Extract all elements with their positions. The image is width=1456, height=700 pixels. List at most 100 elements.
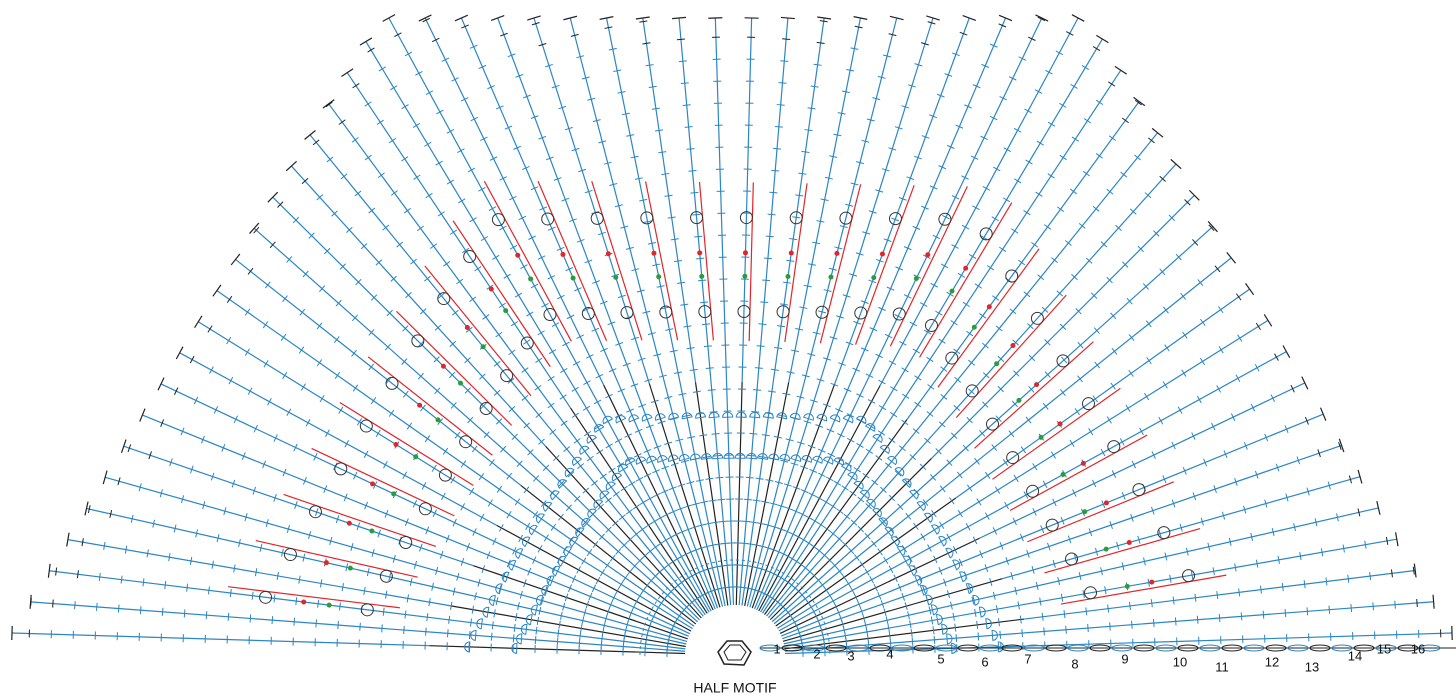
stitch-tick [213, 406, 219, 414]
stitch-tick [460, 97, 469, 102]
stitch-tick [603, 161, 612, 165]
stitch-tick [1059, 102, 1067, 108]
shell-stitch [470, 629, 477, 641]
stitch-tick [981, 63, 990, 68]
stitch-tick [801, 374, 810, 378]
stitch-tick [974, 457, 980, 465]
stitch-line-inner [694, 382, 729, 606]
stitch-tick [1004, 501, 1009, 510]
stitch-tick [582, 487, 590, 494]
green-dot [1082, 509, 1088, 515]
stitch-tick [499, 32, 508, 37]
stitch-tick [860, 300, 869, 304]
stitch-tick [495, 418, 503, 425]
end-cross [853, 16, 868, 20]
stitch-tick [1348, 475, 1353, 484]
stitch-tick [415, 70, 423, 76]
stitch-line-outer [253, 227, 530, 473]
stitch-tick [581, 616, 585, 625]
stitch-tick [682, 414, 691, 418]
stitch-line-inner [782, 564, 996, 640]
stitch-tick [592, 280, 600, 284]
row-number: 16 [1411, 641, 1425, 656]
stitch-tick [535, 357, 543, 363]
stitch-tick [664, 194, 673, 197]
stitch-tick [565, 267, 574, 272]
chain-stitch [1133, 644, 1155, 652]
stitch-tick [556, 246, 565, 251]
stitch-tick [430, 243, 438, 249]
stitch-tick [582, 307, 591, 312]
stitch-tick [982, 372, 990, 379]
stitch-tick [1364, 540, 1367, 549]
stitch-tick [1325, 577, 1328, 586]
stitch-tick [1050, 451, 1056, 459]
stitch-tick [986, 265, 995, 271]
stitch-tick [207, 325, 213, 333]
stitch-tick [1017, 601, 1020, 610]
stitch-tick [1314, 518, 1318, 527]
stitch-tick [1061, 356, 1068, 364]
bobble [520, 336, 534, 350]
end-cross [175, 346, 184, 360]
stitch-tick [576, 566, 581, 574]
red-arrow [889, 186, 968, 347]
shell-stitch [951, 642, 958, 654]
stitch-tick [605, 393, 613, 399]
red-dot [515, 252, 521, 258]
stitch-tick [836, 567, 843, 575]
stitch-tick [749, 432, 758, 435]
shell-stitch [586, 434, 597, 444]
shell-stitch [464, 641, 471, 653]
end-cross [1319, 407, 1327, 421]
stitch-tick [527, 449, 534, 456]
stitch-tick [1120, 171, 1128, 178]
stitch-tick [845, 203, 854, 207]
stitch-tick [1164, 552, 1168, 561]
stitch-tick [148, 451, 152, 460]
stitch-tick [598, 140, 607, 144]
shell-stitch [930, 604, 938, 616]
row-number: 6 [981, 654, 988, 669]
stitch-tick [1005, 557, 1009, 565]
stitch-tick [972, 205, 980, 211]
green-dot [994, 361, 1000, 367]
stitch-tick [1028, 354, 1036, 362]
stitch-tick [785, 438, 794, 442]
stitch-tick [674, 371, 683, 374]
stitch-line-inner [781, 551, 988, 637]
stitch-line-outer [1038, 632, 1453, 647]
stitch-tick [496, 485, 503, 493]
stitch-tick [946, 533, 952, 542]
end-cross [84, 501, 89, 516]
stitch-tick [702, 455, 711, 459]
stitch-tick [238, 539, 241, 548]
stitch-tick [839, 225, 848, 229]
stitch-tick [657, 420, 666, 424]
stitch-tick [615, 342, 624, 346]
stitch-line-inner [765, 432, 916, 617]
shell-stitch [654, 413, 666, 421]
stitch-tick [1200, 517, 1204, 526]
stitch-tick [993, 166, 1001, 172]
stitch-tick [680, 82, 689, 85]
stitch-tick [606, 607, 610, 616]
stitch-tick [472, 528, 477, 536]
stitch-tick [173, 524, 177, 533]
stitch-tick [372, 481, 378, 489]
stitch-tick [810, 85, 819, 88]
stitch-tick [880, 600, 885, 609]
stitch-tick [836, 457, 845, 462]
end-cross [29, 594, 32, 609]
stitch-tick [518, 215, 527, 221]
stitch-tick [631, 336, 640, 341]
shell-stitch [938, 536, 947, 547]
end-cross [454, 14, 469, 22]
stitch-tick [604, 561, 611, 569]
stitch-tick [241, 452, 246, 461]
bobble [815, 305, 829, 319]
end-cross [1035, 14, 1049, 22]
stitch-tick [886, 286, 895, 291]
stitch-tick [883, 54, 892, 58]
stitch-tick [626, 536, 634, 543]
